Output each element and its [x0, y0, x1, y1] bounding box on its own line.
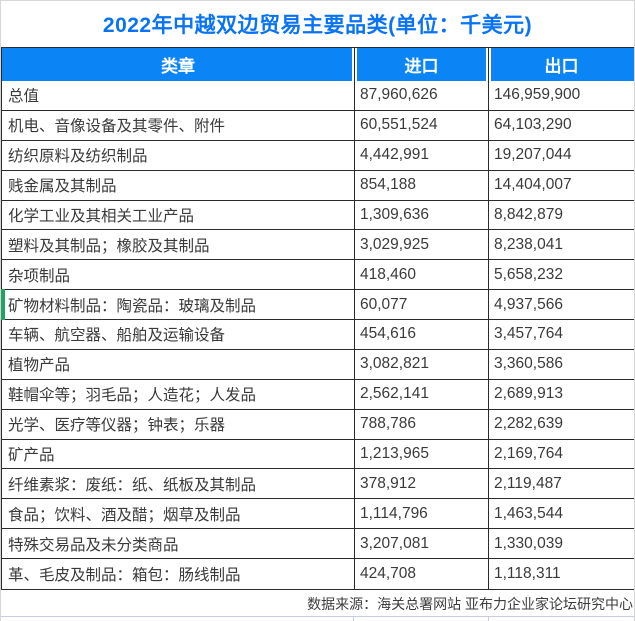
- import-cell: 3,029,925: [354, 230, 488, 260]
- import-cell: 3,082,821: [354, 349, 488, 379]
- next-row-gridline: [1, 616, 634, 617]
- export-cell: 64,103,290: [488, 110, 634, 140]
- import-cell: 4,442,991: [354, 140, 488, 170]
- export-cell: 4,937,566: [488, 290, 634, 320]
- table-row: 化学工业及其相关工业产品 1,309,636 8,842,879: [2, 200, 634, 231]
- export-cell: 1,118,311: [488, 559, 634, 589]
- export-cell: 2,169,764: [488, 439, 634, 469]
- export-cell: 1,463,544: [488, 499, 634, 529]
- import-cell: 1,114,796: [354, 499, 488, 529]
- export-cell: 5,658,232: [488, 260, 634, 290]
- import-cell: 454,616: [354, 320, 488, 349]
- category-cell: 贱金属及其制品: [8, 178, 117, 196]
- green-selection-marker: [1, 289, 5, 321]
- table-row: 植物产品 3,082,821 3,360,586: [2, 349, 634, 380]
- table-row: 光学、医疗等仪器；钟表；乐器 788,786 2,282,639: [2, 409, 634, 440]
- table-row: 特殊交易品及未分类商品 3,207,081 1,330,039: [2, 529, 634, 560]
- page-title: 2022年中越双边贸易主要品类(单位：千美元): [102, 14, 533, 37]
- table-row: 机电、音像设备及其零件、附件 60,551,524 64,103,290: [2, 110, 634, 141]
- table-row: 纤维素浆：废纸：纸、纸板及其制品 378,912 2,119,487: [2, 469, 634, 500]
- category-cell: 光学、医疗等仪器；钟表；乐器: [8, 417, 226, 435]
- category-cell: 鞋帽伞等；羽毛品；人造花；人发品: [8, 387, 257, 405]
- header-export: 出口: [488, 48, 634, 81]
- data-source-note: 数据来源：海关总署网站 亚布力企业家论坛研究中心: [307, 595, 633, 612]
- category-cell: 车辆、航空器、船舶及运输设备: [8, 327, 226, 345]
- export-cell: 2,689,913: [488, 379, 634, 409]
- export-cell: 19,207,044: [488, 140, 634, 170]
- header-category: 类章: [2, 48, 354, 81]
- header-import: 进口: [354, 48, 488, 81]
- category-cell: 机电、音像设备及其零件、附件: [8, 118, 226, 136]
- export-cell: 3,360,586: [488, 349, 634, 379]
- import-cell: 60,077: [354, 290, 488, 320]
- category-cell: 杂项制品: [8, 267, 71, 285]
- table-row: 杂项制品 418,460 5,658,232: [2, 260, 634, 291]
- export-cell: 14,404,007: [488, 170, 634, 200]
- import-cell: 87,960,626: [354, 81, 488, 110]
- category-cell: 总值: [8, 88, 40, 106]
- category-cell: 化学工业及其相关工业产品: [8, 207, 195, 225]
- category-cell: 纤维素浆：废纸：纸、纸板及其制品: [8, 476, 257, 494]
- category-cell: 矿产品: [8, 447, 55, 465]
- trade-table: 类章 进口 出口 总值 87,960,626 146,959,900 机电、音像设备及…: [1, 47, 634, 590]
- category-cell: 塑料及其制品；橡胶及其制品: [8, 237, 210, 255]
- table-row: 塑料及其制品；橡胶及其制品 3,029,925 8,238,041: [2, 230, 634, 261]
- table-row: 纺织原料及纺织制品 4,442,991 19,207,044: [2, 140, 634, 171]
- table-row: 鞋帽伞等；羽毛品；人造花；人发品 2,562,141 2,689,913: [2, 379, 634, 410]
- export-cell: 8,842,879: [488, 200, 634, 230]
- export-cell: 3,457,764: [488, 320, 634, 349]
- table-row: 革、毛皮及制品：箱包：肠线制品 424,708 1,118,311: [2, 559, 634, 589]
- export-cell: 1,330,039: [488, 529, 634, 559]
- gridline-stub-col3: [488, 617, 489, 621]
- table-row: 食品；饮料、酒及醋；烟草及制品 1,114,796 1,463,544: [2, 499, 634, 530]
- page-title-bar: 2022年中越双边贸易主要品类(单位：千美元): [1, 1, 634, 47]
- table-header-row: 类章 进口 出口: [2, 48, 634, 81]
- import-cell: 60,551,524: [354, 110, 488, 140]
- import-cell: 2,562,141: [354, 379, 488, 409]
- export-cell: 8,238,041: [488, 230, 634, 260]
- table-body: 总值 87,960,626 146,959,900 机电、音像设备及其零件、附件 60,…: [1, 81, 634, 589]
- import-cell: 788,786: [354, 409, 488, 439]
- table-row: 车辆、航空器、船舶及运输设备 454,616 3,457,764: [2, 320, 634, 350]
- table-row: 贱金属及其制品 854,188 14,404,007: [2, 170, 634, 201]
- category-cell: 特殊交易品及未分类商品: [8, 536, 179, 554]
- category-cell: 革、毛皮及制品：箱包：肠线制品: [8, 567, 241, 585]
- export-cell: 2,119,487: [488, 469, 634, 499]
- import-cell: 3,207,081: [354, 529, 488, 559]
- category-cell: 植物产品: [8, 357, 71, 375]
- export-cell: 2,282,639: [488, 409, 634, 439]
- import-cell: 1,309,636: [354, 200, 488, 230]
- import-cell: 418,460: [354, 260, 488, 290]
- import-cell: 424,708: [354, 559, 488, 589]
- import-cell: 1,213,965: [354, 439, 488, 469]
- category-cell: 食品；饮料、酒及醋；烟草及制品: [8, 506, 241, 524]
- category-cell: 纺织原料及纺织制品: [8, 148, 148, 166]
- table-row: 矿物材料制品：陶瓷品：玻璃及制品 60,077 4,937,566: [1, 289, 634, 321]
- import-cell: 854,188: [354, 170, 488, 200]
- export-cell: 146,959,900: [488, 81, 634, 110]
- table-row: 总值 87,960,626 146,959,900: [2, 81, 634, 111]
- gridline-stub-col2: [353, 617, 354, 621]
- table-row: 矿产品 1,213,965 2,169,764: [2, 439, 634, 470]
- import-cell: 378,912: [354, 469, 488, 499]
- category-cell: 矿物材料制品：陶瓷品：玻璃及制品: [8, 297, 257, 315]
